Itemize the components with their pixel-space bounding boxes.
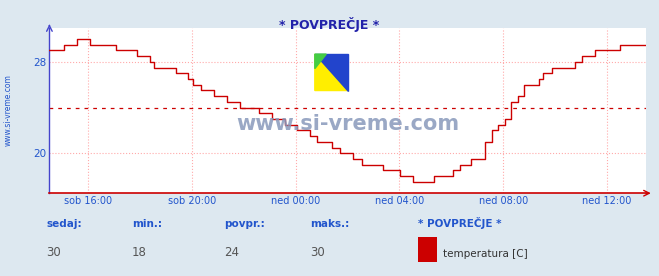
Text: 30: 30 (310, 246, 324, 259)
Text: www.si-vreme.com: www.si-vreme.com (3, 75, 13, 146)
Text: povpr.:: povpr.: (224, 219, 265, 229)
Text: 18: 18 (132, 246, 147, 259)
Text: maks.:: maks.: (310, 219, 349, 229)
Text: 30: 30 (46, 246, 61, 259)
Text: 24: 24 (224, 246, 239, 259)
Polygon shape (315, 54, 348, 91)
Text: * POVPREČJE *: * POVPREČJE * (279, 17, 380, 31)
Polygon shape (315, 54, 348, 91)
Text: * POVPREČJE *: * POVPREČJE * (418, 217, 502, 229)
Text: temperatura [C]: temperatura [C] (443, 250, 528, 259)
Polygon shape (315, 54, 326, 69)
Text: www.si-vreme.com: www.si-vreme.com (236, 114, 459, 134)
Text: min.:: min.: (132, 219, 162, 229)
Text: sedaj:: sedaj: (46, 219, 82, 229)
